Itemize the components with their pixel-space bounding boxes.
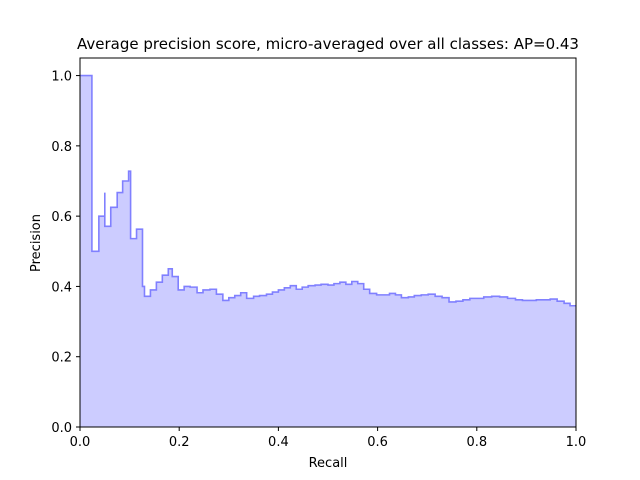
- x-tick-label: 0.4: [268, 435, 289, 450]
- plot-frame: [79, 57, 577, 428]
- y-tick-label: 0.8: [51, 140, 72, 155]
- x-tick-label: 0.6: [367, 435, 388, 450]
- chart-title: Average precision score, micro-averaged …: [77, 35, 579, 53]
- x-tick-label: 0.8: [466, 435, 487, 450]
- x-axis-label: Recall: [309, 456, 348, 471]
- y-tick-label: 0.0: [51, 421, 72, 436]
- y-axis-label: Precision: [29, 214, 44, 272]
- y-tick-label: 0.2: [51, 351, 72, 366]
- precision-area-fill: [80, 75, 576, 428]
- plot-area: 0.0 0.2 0.4 0.6 0.8 1.0 0.0 0.2 0.4 0.6 0.8 1.0: [51, 57, 587, 450]
- x-tick-label: 0.2: [169, 435, 190, 450]
- precision-step-line: [80, 74, 576, 307]
- x-tick-label: 0.0: [70, 435, 91, 450]
- y-tick-label: 0.4: [51, 280, 72, 295]
- y-tick-label: 1.0: [51, 70, 72, 85]
- y-tick-label: 0.6: [51, 210, 72, 225]
- x-tick-label: 1.0: [566, 435, 587, 450]
